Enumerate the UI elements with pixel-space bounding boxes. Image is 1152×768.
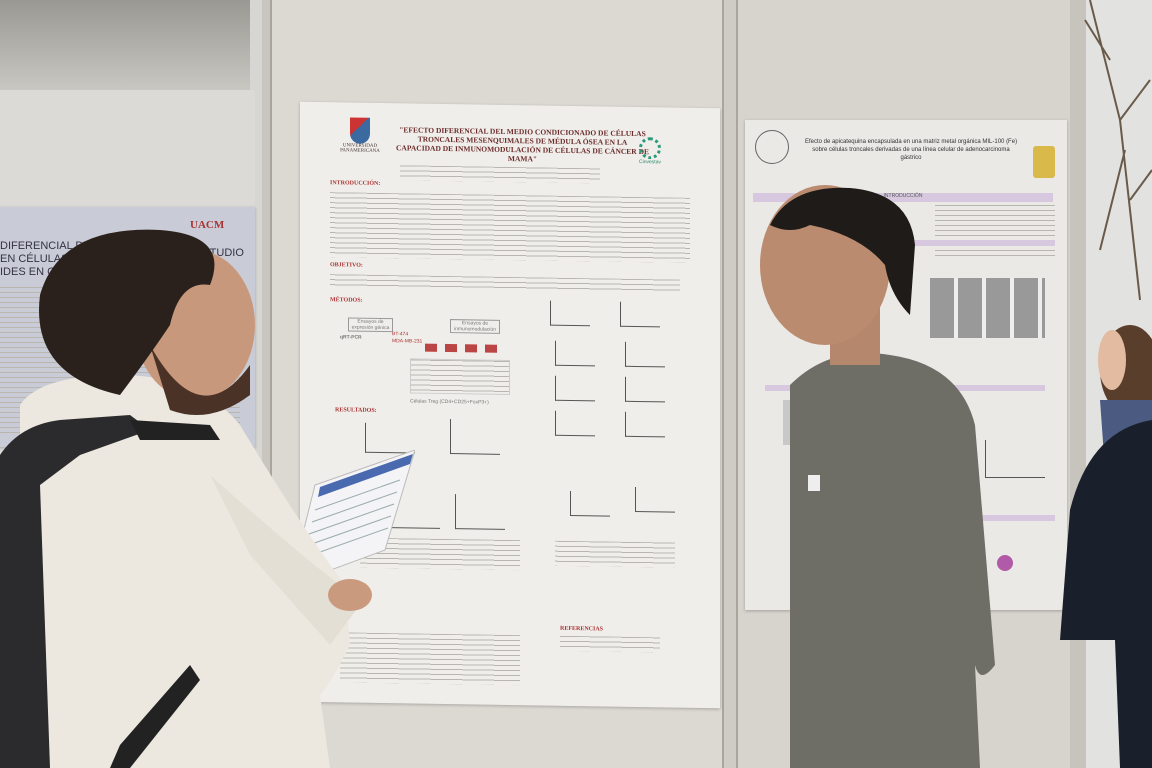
section-heading: REFERENCIAS <box>560 625 604 633</box>
section-heading: INTRODUCCIÓN: <box>330 180 381 187</box>
woman-right <box>1060 325 1152 768</box>
board-post <box>262 0 272 768</box>
figure-label: MDA-MB-231 <box>392 338 423 345</box>
university-seal-logo <box>755 130 789 164</box>
cinvestav-logo: Cinvestav <box>625 137 675 166</box>
backpack-strap <box>110 665 200 768</box>
universidad-panamericana-logo: UNIVERSIDAD PANAMERICANA <box>330 117 390 154</box>
poster-title: "EFECTO DIFERENCIAL DEL MEDIO CONDICIONA… <box>396 125 649 164</box>
beard <box>150 345 250 415</box>
figure-label: Ensayos de inmunomodulación <box>450 319 500 334</box>
name-badge <box>808 475 820 491</box>
uacm-logo: UACM <box>190 219 225 231</box>
section-heading: INTRODUCCIÓN <box>753 193 1053 202</box>
figure-label: BT-474 <box>392 331 409 338</box>
hair <box>770 187 915 315</box>
hand <box>328 579 372 611</box>
board-post <box>722 0 738 768</box>
hair <box>39 229 215 395</box>
backpack-strap <box>130 420 220 440</box>
tree-branches <box>1084 0 1152 301</box>
figure-label: Células Treg (CD4+CD25+FoxP3+) <box>410 398 489 406</box>
university-crest-logo <box>1033 146 1055 178</box>
backpack <box>0 415 150 768</box>
man-right-gray-shirt <box>760 185 995 768</box>
poster-title: Efecto de apicatequina encapsulada en un… <box>804 139 1018 161</box>
man-left-white-shirt <box>0 229 372 768</box>
ceiling <box>0 0 250 90</box>
